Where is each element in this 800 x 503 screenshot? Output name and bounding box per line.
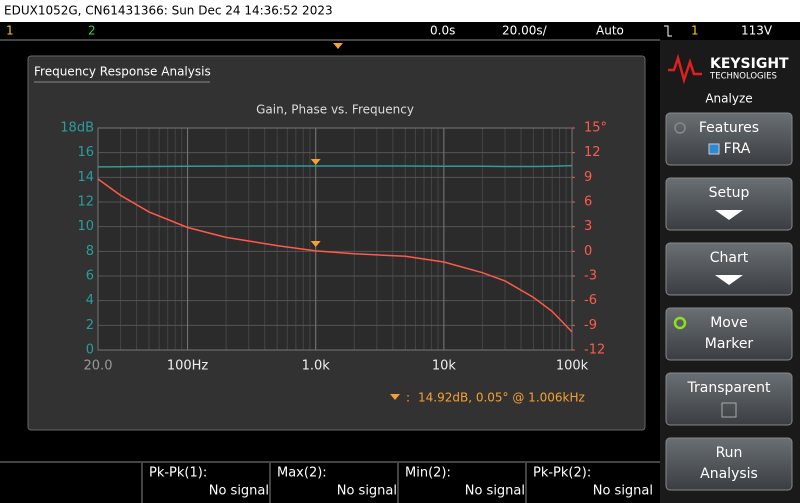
softkeys: Features FRA Setup Chart Move Marker Transpare… (665, 112, 793, 491)
header-title: EDUX1052G, CN61431366: Sun Dec 24 14:36:… (4, 4, 333, 18)
meas-label: Max(2): (277, 466, 327, 481)
menu-title: Analyze (705, 92, 752, 106)
marker-icon (390, 394, 400, 400)
brand-sub: TECHNOLOGIES (709, 72, 777, 82)
series-line (97, 164, 573, 168)
softkey-icon (673, 316, 687, 330)
softkey-label[interactable]: Features (699, 120, 759, 136)
x-tick-label: 1.0k (302, 359, 331, 374)
series-line (97, 178, 573, 333)
brand: KEYSIGHT (710, 56, 789, 72)
trigger-level: 113V (741, 24, 773, 38)
softkey-sublabel[interactable]: FRA (724, 141, 751, 157)
x-tick-label: 10k (432, 359, 457, 374)
softkey-label[interactable]: Chart (710, 250, 749, 266)
y2-tick-label: 12 (584, 145, 601, 160)
x-tick-label: 100k (556, 359, 589, 374)
y-tick-label: 8 (86, 244, 94, 259)
softkey-sublabel[interactable]: Analysis (700, 466, 758, 482)
softkey[interactable] (665, 177, 793, 231)
y-tick-label: 14 (77, 170, 94, 185)
y2-tick-label: 3 (584, 219, 592, 234)
trigger-icon (664, 25, 672, 37)
x-tick-label: 100Hz (167, 359, 209, 374)
meas-label: Min(2): (405, 466, 451, 481)
meas-value: No signal (337, 484, 397, 499)
y-tick-label: 0 (86, 343, 94, 358)
softkey[interactable] (665, 242, 793, 296)
y2-tick-label: 9 (584, 170, 592, 185)
marker-colon: : (406, 391, 410, 405)
y2-tick-label: 0 (584, 244, 592, 259)
trigger-source: 1 (691, 24, 699, 38)
y2-tick-label: -3 (584, 269, 597, 284)
header-bar (0, 0, 800, 22)
y2-tick-label: -6 (584, 293, 597, 308)
checkbox (721, 402, 737, 418)
down-arrow (715, 210, 743, 220)
y-tick-label: 12 (77, 195, 94, 210)
softkey[interactable] (665, 372, 793, 426)
y-tick-label: 6 (86, 269, 94, 284)
y-tick-label: 16 (77, 145, 94, 160)
softkey[interactable] (665, 437, 793, 491)
meas-value: No signal (465, 484, 525, 499)
trigger-mode: Auto (596, 24, 624, 38)
marker-triangle (310, 159, 321, 165)
meas-value: No signal (209, 484, 269, 499)
brand-logo (668, 53, 702, 85)
down-arrow (715, 275, 743, 285)
time-offset: 0.0s (430, 24, 455, 38)
meas-label: Pk-Pk(2): (533, 466, 591, 481)
y-tick-label: 18dB (60, 121, 94, 136)
marker-readout: 14.92dB, 0.05° @ 1.006kHz (418, 391, 585, 405)
x-tick-label: 20.0 (84, 359, 113, 374)
y-tick-label: 10 (77, 219, 94, 234)
softkey[interactable] (665, 112, 793, 166)
y2-tick-label: -12 (584, 343, 605, 358)
y2-tick-label: 6 (584, 195, 592, 210)
softkey-sublabel[interactable]: Marker (705, 336, 754, 352)
status-bar (0, 22, 800, 40)
plot-border (97, 127, 573, 351)
time-marker (333, 43, 343, 49)
y-tick-label: 4 (86, 293, 94, 308)
marker-triangle (310, 241, 321, 247)
softkey-label[interactable]: Run (716, 445, 743, 461)
meas-label: Pk-Pk(1): (149, 466, 207, 481)
softkey-label[interactable]: Transparent (687, 380, 771, 396)
y2-tick-label: 15° (584, 121, 607, 136)
y2-tick-label: -9 (584, 318, 597, 333)
chart-title: Gain, Phase vs. Frequency (256, 103, 414, 117)
softkey-icon (674, 122, 686, 134)
plot-area (98, 128, 572, 350)
checkbox-checked (708, 143, 720, 155)
time-scale[interactable]: 20.00s/ (502, 24, 548, 38)
meas-value: No signal (593, 484, 653, 499)
softkey-label[interactable]: Setup (709, 185, 750, 201)
softkey[interactable] (665, 307, 793, 361)
channel-2[interactable]: 2 (88, 24, 96, 38)
channel-1[interactable]: 1 (6, 24, 14, 38)
plot: 0 2 4 6 8 10 12 14 16 18dB -12 -9 -6 -3 0 3 6 9 12 15° 20.0 1… (60, 121, 607, 374)
y-tick-label: 2 (86, 318, 94, 333)
softkey-label[interactable]: Move (710, 315, 748, 331)
window-title: Frequency Response Analysis (34, 65, 211, 79)
